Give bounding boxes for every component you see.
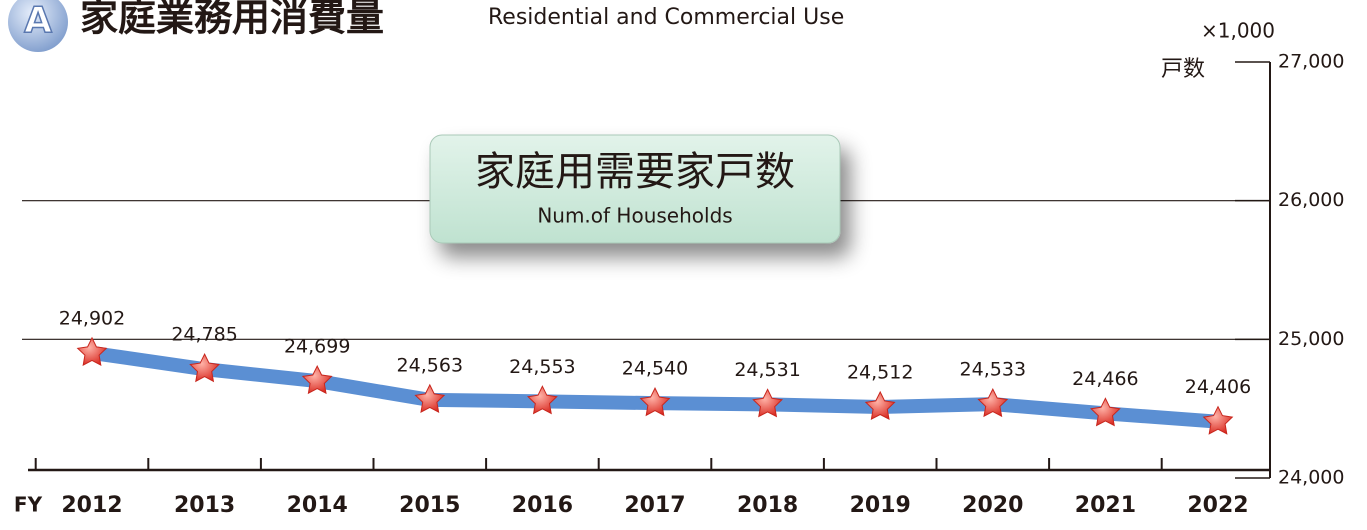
x-tick-label: 2015	[399, 493, 460, 518]
y-tick-label: 25,000	[1278, 328, 1344, 350]
star-marker	[76, 336, 108, 367]
x-tick-label: 2016	[512, 493, 573, 518]
x-tick-label: 2018	[737, 493, 798, 518]
x-tick-label: 2019	[850, 493, 911, 518]
data-label: 24,902	[59, 307, 125, 329]
data-label: 24,466	[1072, 368, 1138, 390]
data-label: 24,785	[171, 324, 237, 346]
chart-title: 家庭業務用消費量	[80, 0, 384, 40]
x-tick-label: 2021	[1075, 493, 1136, 518]
legend-label-en: Num.of Households	[537, 204, 732, 228]
badge-letter: A	[24, 0, 52, 41]
x-label: FY	[14, 493, 43, 517]
x-tick-label: 2017	[624, 493, 685, 518]
star-marker	[1090, 397, 1121, 427]
legend-label: 家庭用需要家戸数	[475, 149, 795, 195]
star-marker	[414, 383, 446, 414]
star-marker	[189, 352, 220, 383]
data-label: 24,406	[1185, 376, 1251, 398]
star-marker	[301, 364, 333, 395]
star-marker	[864, 390, 896, 421]
star-marker	[752, 388, 783, 418]
x-tick-label: 2020	[962, 493, 1023, 518]
star-marker	[1202, 405, 1234, 435]
data-label: 24,699	[284, 336, 350, 358]
x-tick-label: 2012	[61, 493, 122, 518]
badge	[8, 0, 68, 52]
star-marker	[639, 386, 671, 417]
data-label: 24,553	[509, 356, 575, 378]
data-label: 24,540	[622, 358, 688, 380]
data-label: 24,531	[734, 359, 800, 381]
y-tick-label: 24,000	[1278, 467, 1344, 489]
star-marker	[977, 387, 1009, 418]
y-tick-label: 26,000	[1278, 189, 1344, 211]
x-tick-label: 2014	[287, 493, 348, 518]
y-unit: ×1,000	[1201, 19, 1275, 43]
y-tick-label: 27,000	[1278, 51, 1344, 73]
x-tick-label: 2013	[174, 493, 235, 518]
data-label: 24,533	[960, 359, 1026, 381]
legend-box	[429, 134, 841, 244]
chart-subtitle: Residential and Commercial Use	[488, 5, 844, 30]
data-label: 24,563	[397, 354, 463, 376]
x-tick-label: 2022	[1187, 493, 1248, 518]
star-marker	[527, 385, 558, 415]
y-label: 戸数	[1161, 57, 1205, 82]
data-label: 24,512	[847, 362, 913, 384]
